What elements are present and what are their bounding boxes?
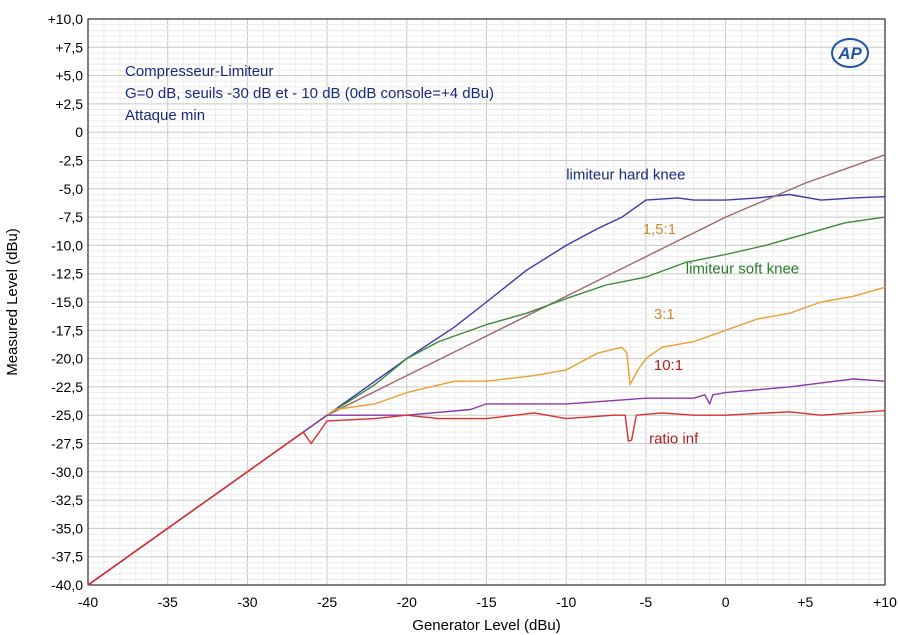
series-line-4	[87, 286, 886, 586]
y-tick-label: -12,5	[51, 266, 83, 282]
series-line-6	[87, 410, 886, 586]
ap-logo: AP	[831, 38, 869, 68]
ap-logo-ring	[831, 38, 869, 68]
chart-title-line-2: G=0 dB, seuils -30 dB et - 10 dB (0dB co…	[125, 85, 494, 102]
x-tick-label: -20	[397, 594, 417, 610]
ap-logo-text: AP	[837, 44, 862, 63]
y-tick-label: +2,5	[55, 96, 83, 112]
y-tick-label: -17,5	[51, 322, 83, 338]
y-tick-label: -7,5	[59, 209, 83, 225]
chart-title: Compresseur-Limiteur G=0 dB, seuils -30 d…	[125, 63, 494, 124]
series-label-6: ratio inf	[649, 431, 699, 448]
y-tick-label: -5,0	[59, 181, 83, 197]
chart-title-line-1: Compresseur-Limiteur	[125, 63, 273, 80]
y-tick-label: -22,5	[51, 379, 83, 395]
series-label-1: limiteur hard knee	[566, 167, 685, 184]
series-line-3	[87, 216, 886, 586]
x-tick-label: -35	[158, 594, 178, 610]
series-label-4: 3:1	[654, 306, 675, 323]
y-tick-label: +7,5	[55, 39, 83, 55]
series-label-5: 10:1	[654, 357, 683, 374]
x-tick-label: -25	[317, 594, 337, 610]
x-tick-label: 0	[722, 594, 730, 610]
y-tick-label: +5,0	[55, 68, 83, 84]
grid	[87, 18, 886, 586]
y-tick-label: -35,0	[51, 520, 83, 536]
x-tick-label: -10	[556, 594, 576, 610]
tick-labels: -40 -35 -30 -25 -20 -15 -10 -5 0 +5 +10 +10,0 +7,5 +5…	[48, 11, 898, 610]
y-tick-label: -40,0	[51, 577, 83, 593]
y-tick-label: -37,5	[51, 549, 83, 565]
x-tick-label: +10	[873, 594, 897, 610]
y-tick-label: 0	[75, 124, 83, 140]
chart-title-line-3: Attaque min	[125, 107, 205, 124]
y-tick-label: -30,0	[51, 464, 83, 480]
series-layer	[87, 154, 886, 586]
y-tick-label: -27,5	[51, 436, 83, 452]
series-label-3: limiteur soft knee	[686, 261, 799, 278]
series-labels: limiteur hard knee 1,5:1 limiteur soft kne…	[566, 167, 799, 448]
x-tick-label: -40	[78, 594, 98, 610]
y-tick-label: -10,0	[51, 237, 83, 253]
x-tick-label: +5	[797, 594, 813, 610]
x-tick-label: -5	[640, 594, 653, 610]
series-line-5	[87, 378, 886, 586]
y-tick-label: -20,0	[51, 351, 83, 367]
series-label-2: 1,5:1	[643, 221, 676, 238]
y-tick-label: -32,5	[51, 492, 83, 508]
y-tick-label: -25,0	[51, 407, 83, 423]
x-tick-label: -15	[476, 594, 496, 610]
x-axis-title: Generator Level (dBu)	[412, 617, 560, 634]
y-tick-label: -2,5	[59, 153, 83, 169]
y-axis-title: Measured Level (dBu)	[4, 228, 21, 376]
x-tick-label: -30	[237, 594, 257, 610]
plot-frame	[87, 18, 886, 586]
y-tick-label: +10,0	[48, 11, 84, 27]
y-tick-label: -15,0	[51, 294, 83, 310]
